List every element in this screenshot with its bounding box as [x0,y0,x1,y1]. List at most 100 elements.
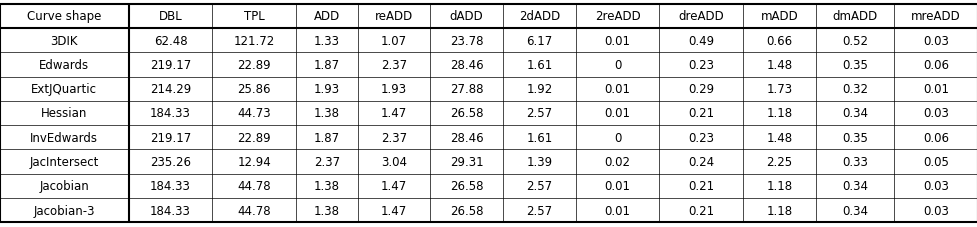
Text: 1.39: 1.39 [526,155,552,168]
Text: 2.57: 2.57 [526,107,552,120]
Text: 1.38: 1.38 [314,107,340,120]
Text: 0.34: 0.34 [841,180,868,193]
Text: 0.01: 0.01 [604,34,630,47]
Text: 26.58: 26.58 [449,180,483,193]
Text: 1.38: 1.38 [314,180,340,193]
Text: 0.02: 0.02 [604,155,630,168]
Text: 184.33: 184.33 [149,107,191,120]
Text: 1.47: 1.47 [380,107,406,120]
Text: 1.47: 1.47 [380,204,406,217]
Text: 0.32: 0.32 [841,83,868,96]
Text: 1.38: 1.38 [314,204,340,217]
Text: 28.46: 28.46 [449,131,483,144]
Text: 219.17: 219.17 [149,131,191,144]
Text: 0.49: 0.49 [688,34,713,47]
Text: 2.57: 2.57 [526,204,552,217]
Text: 1.61: 1.61 [526,131,552,144]
Text: 2reADD: 2reADD [594,10,640,23]
Text: 23.78: 23.78 [449,34,483,47]
Text: 0.03: 0.03 [922,107,948,120]
Text: 62.48: 62.48 [153,34,187,47]
Text: 0.21: 0.21 [688,107,713,120]
Text: 0.03: 0.03 [922,180,948,193]
Text: 26.58: 26.58 [449,204,483,217]
Text: 0.01: 0.01 [604,107,630,120]
Text: 0: 0 [614,131,620,144]
Text: 2.57: 2.57 [526,180,552,193]
Text: 22.89: 22.89 [237,59,271,72]
Text: 184.33: 184.33 [149,180,191,193]
Text: 1.93: 1.93 [381,83,406,96]
Text: 0.01: 0.01 [604,204,630,217]
Text: 0.06: 0.06 [922,59,948,72]
Text: 0: 0 [614,59,620,72]
Text: 44.78: 44.78 [237,180,271,193]
Text: 0.52: 0.52 [841,34,868,47]
Text: ExtJQuartic: ExtJQuartic [31,83,97,96]
Text: 1.48: 1.48 [766,59,791,72]
Text: 0.66: 0.66 [766,34,791,47]
Text: 0.01: 0.01 [922,83,948,96]
Text: Curve shape: Curve shape [27,10,102,23]
Text: 26.58: 26.58 [449,107,483,120]
Text: 2.37: 2.37 [381,131,406,144]
Text: 0.35: 0.35 [841,59,868,72]
Text: reADD: reADD [374,10,412,23]
Text: Jacobian-3: Jacobian-3 [33,204,95,217]
Text: mreADD: mreADD [911,10,960,23]
Text: 1.07: 1.07 [381,34,406,47]
Text: Hessian: Hessian [41,107,87,120]
Text: 2.37: 2.37 [381,59,406,72]
Text: 44.78: 44.78 [237,204,271,217]
Text: InvEdwards: InvEdwards [30,131,98,144]
Text: 0.35: 0.35 [841,131,868,144]
Text: 1.18: 1.18 [766,180,791,193]
Text: mADD: mADD [760,10,797,23]
Text: dmADD: dmADD [831,10,876,23]
Text: dreADD: dreADD [678,10,724,23]
Text: JacIntersect: JacIntersect [29,155,99,168]
Text: 2dADD: 2dADD [518,10,560,23]
Text: 29.31: 29.31 [449,155,483,168]
Text: 0.23: 0.23 [688,131,713,144]
Text: Edwards: Edwards [39,59,89,72]
Text: 0.05: 0.05 [922,155,948,168]
Text: 0.01: 0.01 [604,180,630,193]
Text: 1.48: 1.48 [766,131,791,144]
Text: 0.06: 0.06 [922,131,948,144]
Text: 0.21: 0.21 [688,204,713,217]
Text: 0.34: 0.34 [841,107,868,120]
Text: 2.37: 2.37 [314,155,340,168]
Text: 0.24: 0.24 [688,155,713,168]
Text: 1.18: 1.18 [766,107,791,120]
Text: 25.86: 25.86 [237,83,271,96]
Text: 1.87: 1.87 [314,59,340,72]
Text: 44.73: 44.73 [237,107,271,120]
Text: 22.89: 22.89 [237,131,271,144]
Text: 219.17: 219.17 [149,59,191,72]
Text: 121.72: 121.72 [234,34,275,47]
Text: 1.87: 1.87 [314,131,340,144]
Text: 3DIK: 3DIK [51,34,78,47]
Text: 1.61: 1.61 [526,59,552,72]
Text: 0.33: 0.33 [841,155,868,168]
Text: 1.93: 1.93 [314,83,340,96]
Text: 0.23: 0.23 [688,59,713,72]
Text: 0.29: 0.29 [688,83,713,96]
Text: 1.33: 1.33 [314,34,340,47]
Text: ADD: ADD [314,10,340,23]
Text: 27.88: 27.88 [449,83,483,96]
Text: 0.03: 0.03 [922,204,948,217]
Text: TPL: TPL [243,10,265,23]
Text: 0.03: 0.03 [922,34,948,47]
Text: dADD: dADD [449,10,483,23]
Text: 1.47: 1.47 [380,180,406,193]
Text: Jacobian: Jacobian [39,180,89,193]
Text: 235.26: 235.26 [149,155,191,168]
Text: 214.29: 214.29 [149,83,191,96]
Text: 0.01: 0.01 [604,83,630,96]
Text: 0.34: 0.34 [841,204,868,217]
Text: 1.18: 1.18 [766,204,791,217]
Text: 184.33: 184.33 [149,204,191,217]
Text: 2.25: 2.25 [766,155,791,168]
